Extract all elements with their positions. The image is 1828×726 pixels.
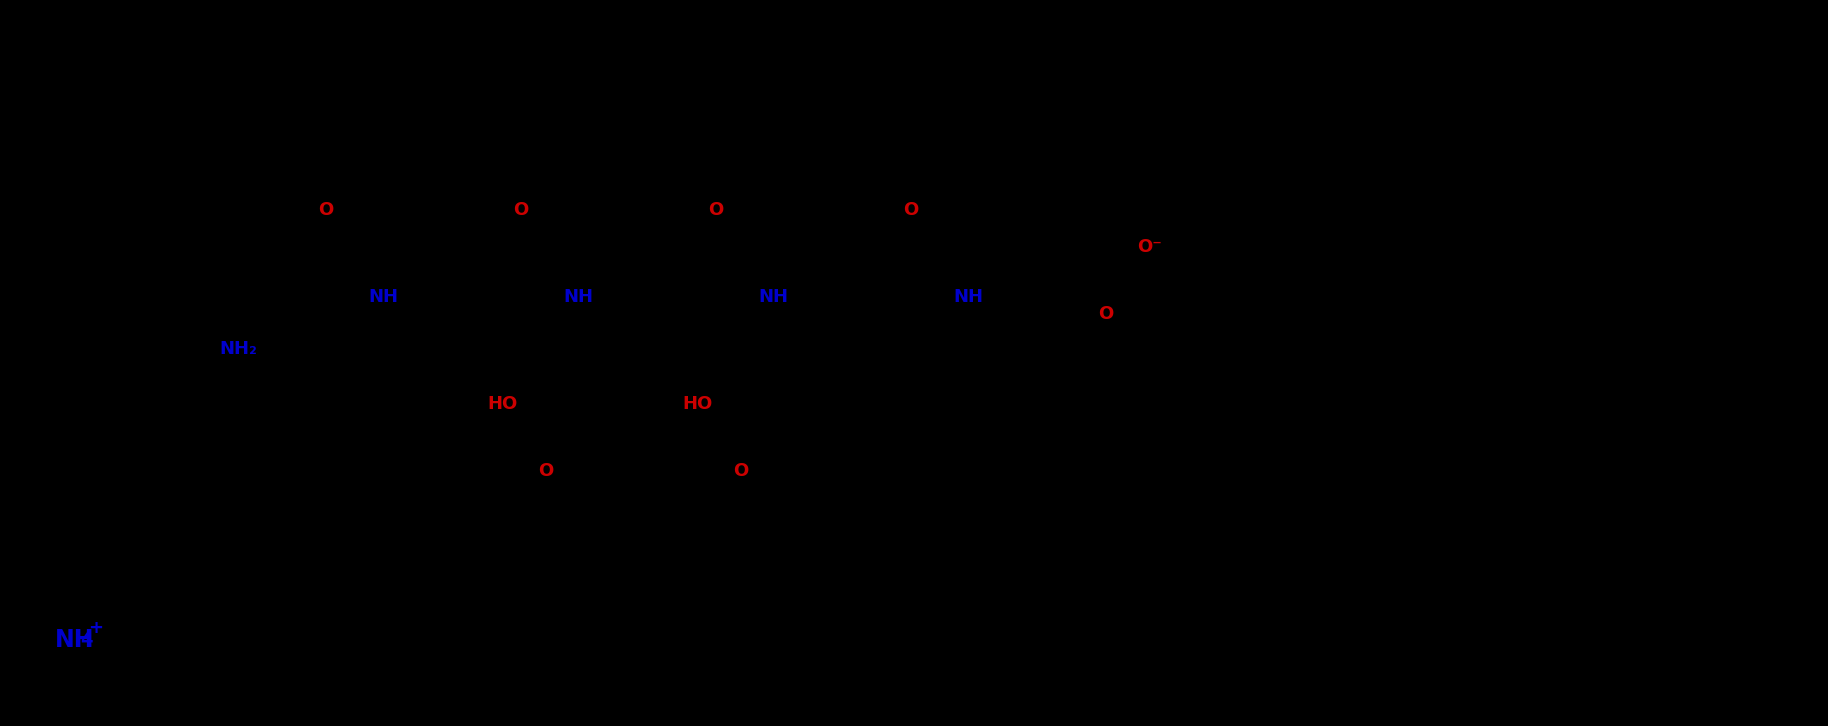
Text: O: O: [709, 201, 724, 219]
Text: NH: NH: [367, 288, 399, 306]
Text: O: O: [514, 201, 528, 219]
Text: O⁻: O⁻: [1137, 238, 1163, 256]
Text: O: O: [318, 201, 335, 219]
Text: +: +: [88, 619, 102, 637]
Text: NH: NH: [563, 288, 592, 306]
Text: HO: HO: [682, 395, 713, 413]
Text: NH: NH: [55, 628, 95, 652]
Text: NH₂: NH₂: [219, 340, 258, 358]
Text: NH: NH: [952, 288, 983, 306]
Text: 4: 4: [80, 631, 93, 649]
Text: O: O: [539, 462, 554, 480]
Text: O: O: [733, 462, 749, 480]
Text: O: O: [903, 201, 919, 219]
Text: HO: HO: [486, 395, 517, 413]
Text: O: O: [1099, 305, 1113, 323]
Text: NH: NH: [759, 288, 788, 306]
